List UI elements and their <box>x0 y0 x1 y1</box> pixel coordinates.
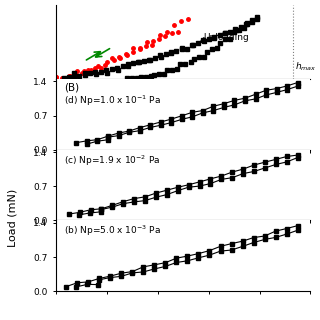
Text: Unloading: Unloading <box>204 33 249 42</box>
Text: Load (mN): Load (mN) <box>8 188 18 247</box>
Text: (B): (B) <box>64 83 79 92</box>
Text: (d) Np=1.0 x 10$^{-1}$ Pa: (d) Np=1.0 x 10$^{-1}$ Pa <box>64 93 161 108</box>
Text: $h_{max}$: $h_{max}$ <box>295 61 317 73</box>
X-axis label: Displacement (h): Displacement (h) <box>135 80 231 91</box>
Text: (c) Np=1.9 x 10$^{-2}$ Pa: (c) Np=1.9 x 10$^{-2}$ Pa <box>64 153 160 168</box>
Text: (b) Np=5.0 x 10$^{-3}$ Pa: (b) Np=5.0 x 10$^{-3}$ Pa <box>64 224 161 238</box>
